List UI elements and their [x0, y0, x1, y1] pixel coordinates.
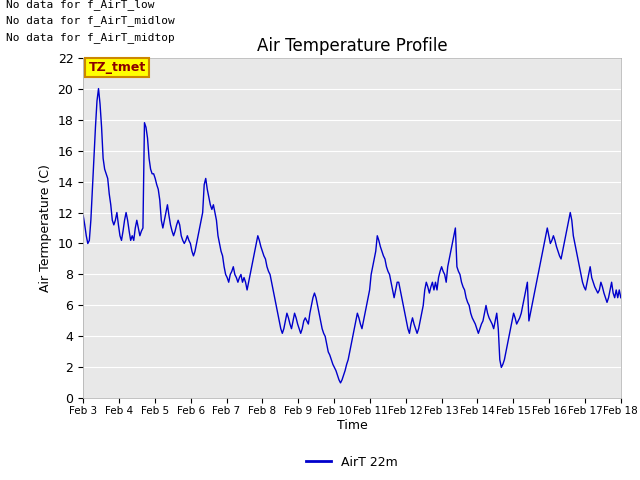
Text: No data for f_AirT_midtop: No data for f_AirT_midtop	[6, 32, 175, 43]
Y-axis label: Air Termperature (C): Air Termperature (C)	[39, 164, 52, 292]
Text: No data for f_AirT_midlow: No data for f_AirT_midlow	[6, 15, 175, 26]
Text: TZ_tmet: TZ_tmet	[88, 61, 146, 74]
Legend: AirT 22m: AirT 22m	[301, 451, 403, 474]
Title: Air Temperature Profile: Air Temperature Profile	[257, 36, 447, 55]
Text: No data for f_AirT_low: No data for f_AirT_low	[6, 0, 155, 10]
X-axis label: Time: Time	[337, 419, 367, 432]
